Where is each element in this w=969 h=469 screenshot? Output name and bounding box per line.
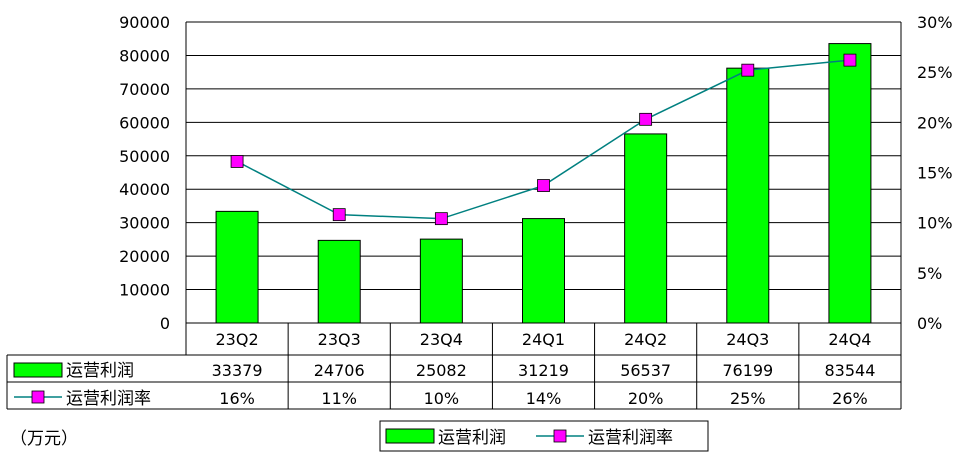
left-tick-label: 40000 xyxy=(119,180,170,199)
x-tick-label: 23Q2 xyxy=(216,330,259,349)
right-tick-label: 10% xyxy=(917,214,953,233)
rate-value-label: 16% xyxy=(219,389,255,408)
bar-value-label: 24706 xyxy=(314,361,365,380)
bar-value-label: 76199 xyxy=(722,361,773,380)
bar-value-label: 83544 xyxy=(824,361,875,380)
right-tick-label: 30% xyxy=(917,13,953,32)
right-tick-label: 0% xyxy=(917,314,942,333)
bar-value-label: 25082 xyxy=(416,361,467,380)
bar-value-label: 33379 xyxy=(212,361,263,380)
right-tick-label: 15% xyxy=(917,164,953,183)
left-tick-label: 20000 xyxy=(119,247,170,266)
rate-value-label: 25% xyxy=(730,389,766,408)
legend-item-bar: 运营利润 xyxy=(438,428,506,448)
x-tick-label: 24Q3 xyxy=(726,330,769,349)
bar-series xyxy=(215,43,872,324)
rate-marker xyxy=(230,155,244,168)
left-tick-label: 60000 xyxy=(119,113,170,132)
bar xyxy=(828,43,872,324)
bar-value-label: 31219 xyxy=(518,361,569,380)
right-tick-label: 20% xyxy=(917,113,953,132)
legend-item-line: 运营利润率 xyxy=(588,428,673,448)
legend-bar-swatch xyxy=(385,428,435,444)
rate-marker xyxy=(537,179,550,192)
x-tick-label: 23Q3 xyxy=(318,330,361,349)
left-tick-label: 90000 xyxy=(119,13,170,32)
rate-marker xyxy=(843,53,857,67)
bar xyxy=(624,133,668,324)
rate-marker xyxy=(639,112,653,126)
rate-value-label: 11% xyxy=(321,389,357,408)
legend-marker-swatch xyxy=(553,429,567,443)
bar xyxy=(215,210,259,324)
right-tick-label: 25% xyxy=(917,63,953,82)
left-tick-label: 80000 xyxy=(119,46,170,65)
x-tick-label: 24Q2 xyxy=(624,330,667,349)
bar xyxy=(726,67,770,324)
bar-value-label: 56537 xyxy=(620,361,671,380)
rate-marker xyxy=(741,63,755,77)
rate-marker xyxy=(332,208,346,222)
bar xyxy=(522,218,565,324)
table-marker-swatch xyxy=(31,390,45,404)
unit-label: （万元） xyxy=(10,429,78,449)
rate-value-label: 20% xyxy=(628,389,664,408)
data-table: 23Q2 33379 16% 23Q3 24706 11% 23Q4 25082 10% 24Q1… xyxy=(6,323,902,410)
table-bar-swatch xyxy=(13,362,63,378)
line-series xyxy=(230,53,857,226)
left-tick-label: 0 xyxy=(160,314,170,333)
legend: 运营利润 运营利润率 xyxy=(379,420,709,452)
left-tick-label: 30000 xyxy=(119,214,170,233)
left-tick-label: 10000 xyxy=(119,281,170,300)
rate-marker xyxy=(434,212,448,226)
bar xyxy=(419,238,463,324)
right-axis: 0% 5% 10% 15% 20% 25% 30% xyxy=(917,13,953,333)
table-row-header-bar: 运营利润 xyxy=(66,361,134,381)
right-tick-label: 5% xyxy=(917,264,942,283)
left-tick-label: 70000 xyxy=(119,80,170,99)
left-axis: 0 10000 20000 30000 40000 50000 60000 70000 8000… xyxy=(119,13,170,333)
bar xyxy=(317,239,361,324)
table-row-header-line: 运营利润率 xyxy=(66,389,151,409)
x-tick-label: 24Q4 xyxy=(828,330,871,349)
left-tick-label: 50000 xyxy=(119,147,170,166)
x-tick-label: 24Q1 xyxy=(522,330,565,349)
x-tick-label: 23Q4 xyxy=(420,330,463,349)
rate-value-label: 10% xyxy=(424,389,460,408)
rate-value-label: 26% xyxy=(832,389,868,408)
rate-value-label: 14% xyxy=(526,389,562,408)
